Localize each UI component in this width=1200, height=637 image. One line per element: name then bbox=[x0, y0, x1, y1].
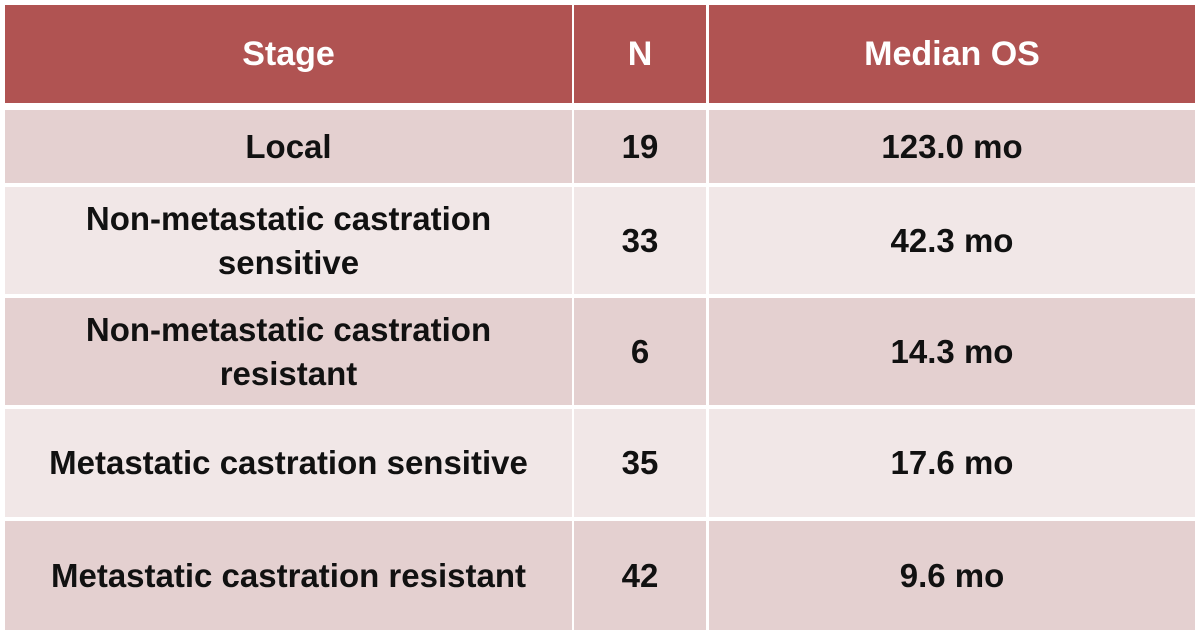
table-cell: 42 bbox=[574, 521, 706, 630]
header-cell: Median OS bbox=[709, 5, 1195, 103]
header-cell: N bbox=[574, 5, 706, 103]
table-cell: 35 bbox=[574, 409, 706, 517]
header-cell: Stage bbox=[5, 5, 572, 103]
table-cell: 42.3 mo bbox=[709, 187, 1195, 294]
table-cell: Non-metastatic castration sensitive bbox=[5, 187, 572, 294]
table-cell: 33 bbox=[574, 187, 706, 294]
table-cell: 17.6 mo bbox=[709, 409, 1195, 517]
table-cell: 123.0 mo bbox=[709, 110, 1195, 183]
table-cell: Metastatic castration sensitive bbox=[5, 409, 572, 517]
table-cell: 9.6 mo bbox=[709, 521, 1195, 630]
table-cell: 19 bbox=[574, 110, 706, 183]
table-cell: Metastatic castration resistant bbox=[5, 521, 572, 630]
table-cell: Non-metastatic castration resistant bbox=[5, 298, 572, 405]
table-cell: 14.3 mo bbox=[709, 298, 1195, 405]
table-cell: Local bbox=[5, 110, 572, 183]
table-cell: 6 bbox=[574, 298, 706, 405]
